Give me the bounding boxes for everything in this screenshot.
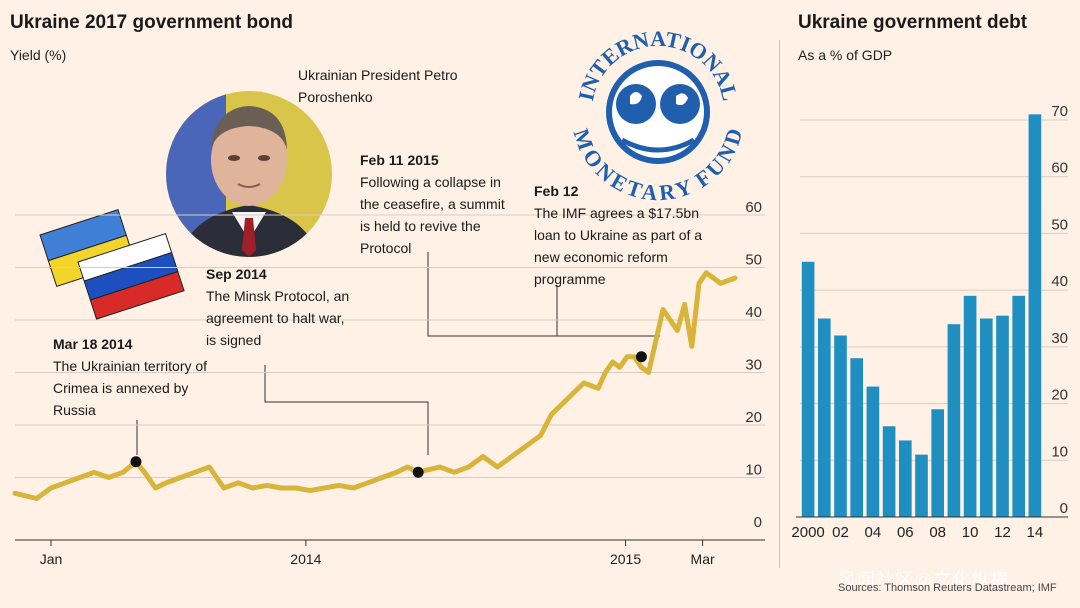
debt-bar-2001	[817, 318, 831, 517]
debt-bar-2003	[850, 358, 864, 517]
bond-chart-title: Ukraine 2017 government bond	[10, 12, 293, 33]
debt-y-tick-label: 0	[1060, 500, 1068, 517]
bond-chart-subtitle: Yield (%)	[10, 47, 67, 63]
debt-bar-2014	[1028, 114, 1042, 517]
ukraine-russia-flags-illustration	[39, 209, 185, 320]
debt-bar-2007	[915, 454, 928, 517]
bond-y-tick-label: 40	[745, 304, 762, 321]
debt-y-tick-label: 50	[1051, 216, 1068, 233]
source-note: Sources: Thomson Reuters Datastream; IMF	[838, 582, 1057, 594]
debt-y-tick-label: 30	[1051, 330, 1068, 347]
bond-x-tick-label: 2014	[290, 551, 321, 567]
annotation-minsk: Sep 2014 The Minsk Protocol, an agreemen…	[206, 263, 356, 351]
bond-yield-series-line	[12, 270, 738, 501]
debt-bar-2013	[1012, 295, 1026, 517]
debt-bar-2009	[947, 324, 961, 517]
bond-x-tick-label: Mar	[691, 551, 715, 567]
debt-bar-2002	[834, 335, 847, 517]
panel-divider	[779, 40, 780, 568]
debt-bar-2008	[931, 409, 945, 517]
debt-chart-subtitle: As a % of GDP	[798, 47, 893, 63]
debt-chart-title: Ukraine government debt	[798, 12, 1028, 33]
annotation-summit-text: Following a collapse in the ceasefire, a…	[360, 174, 505, 256]
annotation-minsk-text: The Minsk Protocol, an agreement to halt…	[206, 288, 350, 348]
debt-x-tick-label: 2000	[791, 524, 824, 541]
bond-event-marker	[130, 456, 142, 468]
debt-bar-2012	[996, 315, 1009, 517]
debt-y-tick-label: 10	[1051, 443, 1068, 460]
debt-y-tick-label: 70	[1051, 103, 1068, 120]
bond-event-marker	[635, 351, 647, 363]
annotation-leaders	[136, 252, 660, 455]
debt-bar-2000	[801, 261, 815, 517]
debt-bar-2011	[979, 318, 993, 517]
annotation-summit: Feb 11 2015 Following a collapse in the …	[360, 149, 510, 259]
poroshenko-caption: Ukrainian President Petro Poroshenko	[298, 64, 458, 108]
annotation-imf-date: Feb 12	[534, 183, 579, 199]
debt-x-tick-label: 06	[897, 524, 914, 541]
annotation-crimea-date: Mar 18 2014	[53, 336, 133, 352]
bond-x-tick-label: 2015	[610, 551, 641, 567]
annotation-summit-date: Feb 11 2015	[360, 152, 439, 168]
debt-bar-2004	[866, 386, 880, 517]
debt-y-tick-label: 20	[1051, 387, 1068, 404]
imf-leader-line	[427, 252, 558, 337]
bond-y-tick-label: 20	[745, 409, 762, 426]
annotation-crimea-text: The Ukrainian territory of Crimea is ann…	[53, 358, 208, 418]
bond-yield-chart: 0 10 20 30 40 50 60 Jan 2014 2015 Mar	[12, 199, 765, 567]
bond-y-tick-label: 0	[754, 514, 762, 531]
debt-x-tick-label: 14	[1027, 524, 1044, 541]
debt-x-tick-label: 12	[994, 524, 1011, 541]
debt-x-tick-label: 04	[865, 524, 882, 541]
imf-logo: INTERNATIONAL MONETARY FUND	[569, 26, 748, 205]
bond-y-tick-label: 10	[745, 462, 762, 479]
debt-x-tick-label: 10	[962, 524, 979, 541]
bond-event-marker	[412, 466, 424, 478]
debt-bar-2010	[963, 295, 977, 517]
annotation-minsk-date: Sep 2014	[206, 266, 267, 282]
bond-y-tick-label: 30	[745, 357, 762, 374]
poroshenko-portrait	[166, 91, 332, 257]
poroshenko-caption-text: Ukrainian President Petro Poroshenko	[298, 67, 458, 105]
annotation-crimea: Mar 18 2014 The Ukrainian territory of C…	[53, 333, 213, 421]
debt-y-tick-label: 40	[1051, 273, 1068, 290]
annotation-imf: Feb 12 The IMF agrees a $17.5bn loan to …	[534, 180, 719, 290]
bond-y-tick-label: 60	[745, 199, 762, 216]
debt-bar-chart: 0 10 20 30 40 50 60 70 2000 02 04 06 08 10 12 14	[791, 103, 1068, 541]
bond-x-tick-label: Jan	[40, 551, 63, 567]
minsk-leader-line	[264, 365, 429, 455]
watermark: 风闻社区@文化纵横	[838, 570, 1010, 590]
debt-x-tick-label: 08	[929, 524, 946, 541]
bond-y-tick-label: 50	[745, 252, 762, 269]
debt-y-tick-label: 60	[1051, 160, 1068, 177]
debt-x-tick-label: 02	[832, 524, 849, 541]
debt-bar-2005	[882, 426, 896, 517]
debt-bar-2006	[898, 440, 912, 517]
annotation-imf-text: The IMF agrees a $17.5bn loan to Ukraine…	[534, 205, 703, 287]
